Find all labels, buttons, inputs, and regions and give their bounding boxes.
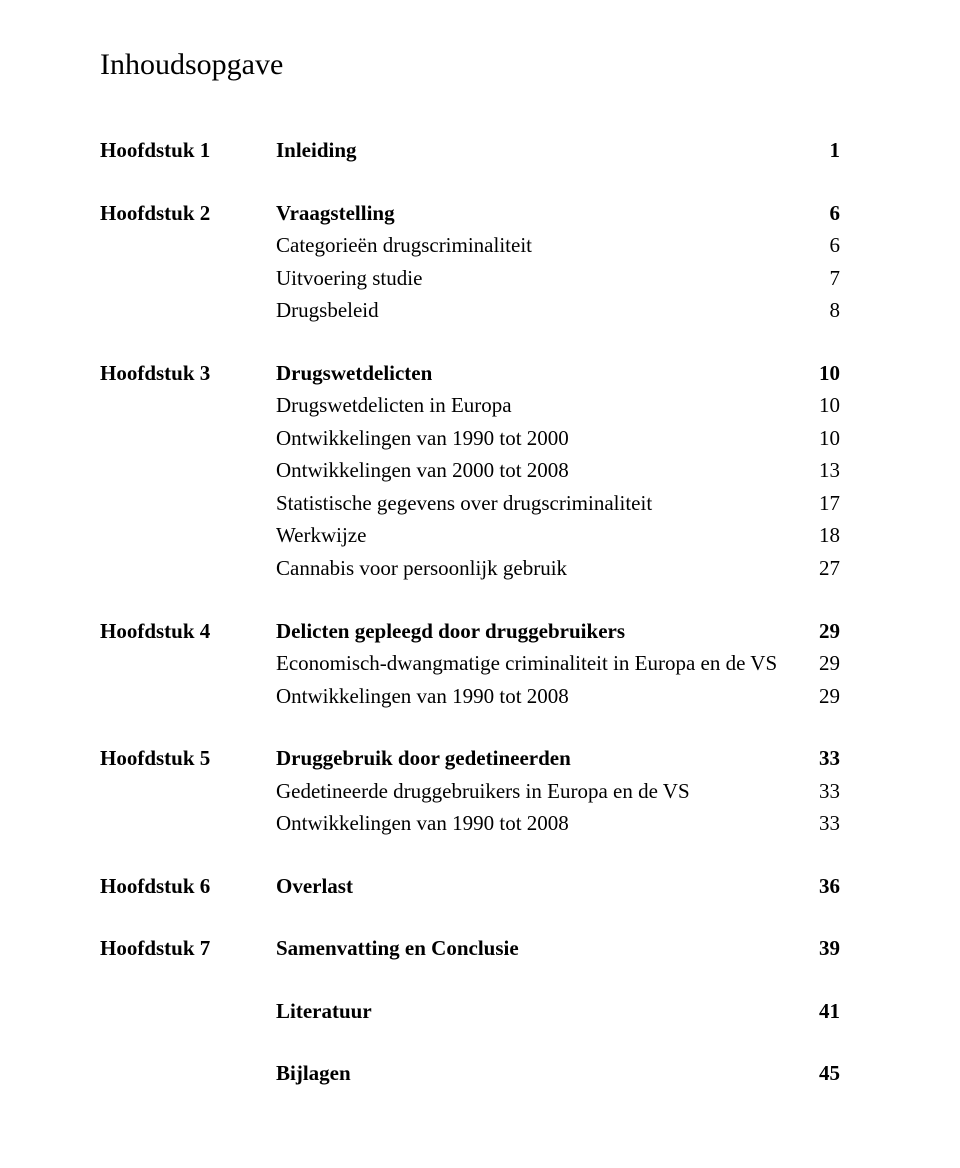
sub-row: Uitvoering studie7 [100, 262, 840, 295]
chapter-label: Hoofdstuk 5 [100, 742, 276, 775]
sub-page: 29 [792, 680, 840, 713]
chapter-page: 29 [792, 615, 840, 648]
trailing-page: 45 [792, 1057, 840, 1090]
sub-row: Categorieën drugscriminaliteit6 [100, 229, 840, 262]
chapter-block: Hoofdstuk 6Overlast36 [100, 870, 840, 903]
chapter-page: 1 [792, 134, 840, 167]
trailing-row: Literatuur41 [100, 995, 840, 1028]
sub-page: 10 [792, 389, 840, 422]
sub-text: Werkwijze [276, 519, 792, 552]
sub-row: Werkwijze18 [100, 519, 840, 552]
sub-row: Drugswetdelicten in Europa10 [100, 389, 840, 422]
chapter-heading-row: Hoofdstuk 7Samenvatting en Conclusie39 [100, 932, 840, 965]
chapter-heading-row: Hoofdstuk 5Druggebruik door gedetineerde… [100, 742, 840, 775]
sub-text: Cannabis voor persoonlijk gebruik [276, 552, 792, 585]
chapter-label: Hoofdstuk 6 [100, 870, 276, 903]
toc-body: Hoofdstuk 1Inleiding1 Hoofdstuk 2Vraagste… [100, 134, 840, 1090]
chapter-heading: Delicten gepleegd door druggebruikers [276, 615, 792, 648]
chapter-label: Hoofdstuk 4 [100, 615, 276, 648]
sub-row: Ontwikkelingen van 1990 tot 200833 [100, 807, 840, 840]
sub-page: 6 [792, 229, 840, 262]
trailing-row: Bijlagen45 [100, 1057, 840, 1090]
chapter-heading: Drugswetdelicten [276, 357, 792, 390]
chapter-heading: Vraagstelling [276, 197, 792, 230]
toc-page: Inhoudsopgave Hoofdstuk 1Inleiding1Hoofd… [0, 0, 960, 1168]
sub-page: 13 [792, 454, 840, 487]
chapter-label: Hoofdstuk 3 [100, 357, 276, 390]
sub-text: Ontwikkelingen van 1990 tot 2008 [276, 807, 792, 840]
chapter-page: 10 [792, 357, 840, 390]
sub-row: Gedetineerde druggebruikers in Europa en… [100, 775, 840, 808]
chapter-heading-row: Hoofdstuk 3Drugswetdelicten10 [100, 357, 840, 390]
chapter-block: Hoofdstuk 1Inleiding1 [100, 134, 840, 167]
sub-page: 29 [792, 647, 840, 680]
chapter-label: Hoofdstuk 1 [100, 134, 276, 167]
trailing-page: 41 [792, 995, 840, 1028]
sub-page: 33 [792, 807, 840, 840]
sub-page: 7 [792, 262, 840, 295]
sub-row: Ontwikkelingen van 1990 tot 200829 [100, 680, 840, 713]
chapter-heading-row: Hoofdstuk 4Delicten gepleegd door drugge… [100, 615, 840, 648]
chapter-block: Hoofdstuk 4Delicten gepleegd door drugge… [100, 615, 840, 713]
chapter-heading: Overlast [276, 870, 792, 903]
chapter-page: 6 [792, 197, 840, 230]
trailing-text: Literatuur [276, 995, 792, 1028]
page-title: Inhoudsopgave [100, 48, 840, 82]
chapter-heading: Druggebruik door gedetineerden [276, 742, 792, 775]
sub-page: 18 [792, 519, 840, 552]
sub-text: Ontwikkelingen van 1990 tot 2000 [276, 422, 792, 455]
sub-page: 27 [792, 552, 840, 585]
chapter-heading-row: Hoofdstuk 6Overlast36 [100, 870, 840, 903]
chapter-block: Hoofdstuk 7Samenvatting en Conclusie39 [100, 932, 840, 965]
sub-page: 17 [792, 487, 840, 520]
trailing-text: Bijlagen [276, 1057, 792, 1090]
sub-text: Categorieën drugscriminaliteit [276, 229, 792, 262]
chapter-heading: Inleiding [276, 134, 792, 167]
chapter-heading-row: Hoofdstuk 1Inleiding1 [100, 134, 840, 167]
sub-text: Drugsbeleid [276, 294, 792, 327]
chapter-heading-row: Hoofdstuk 2Vraagstelling6 [100, 197, 840, 230]
chapter-label: Hoofdstuk 7 [100, 932, 276, 965]
sub-text: Uitvoering studie [276, 262, 792, 295]
chapter-block: Hoofdstuk 5Druggebruik door gedetineerde… [100, 742, 840, 840]
chapter-block: Hoofdstuk 2Vraagstelling6Categorieën dru… [100, 197, 840, 327]
sub-text: Gedetineerde druggebruikers in Europa en… [276, 775, 792, 808]
sub-row: Drugsbeleid8 [100, 294, 840, 327]
trailing-block: Literatuur41 [100, 995, 840, 1028]
sub-text: Ontwikkelingen van 1990 tot 2008 [276, 680, 792, 713]
sub-row: Ontwikkelingen van 1990 tot 200010 [100, 422, 840, 455]
sub-text: Statistische gegevens over drugscriminal… [276, 487, 792, 520]
chapter-page: 33 [792, 742, 840, 775]
sub-row: Ontwikkelingen van 2000 tot 200813 [100, 454, 840, 487]
sub-page: 10 [792, 422, 840, 455]
chapter-page: 36 [792, 870, 840, 903]
chapter-heading: Samenvatting en Conclusie [276, 932, 792, 965]
sub-row: Cannabis voor persoonlijk gebruik27 [100, 552, 840, 585]
trailing-block: Bijlagen45 [100, 1057, 840, 1090]
sub-row: Economisch-dwangmatige criminaliteit in … [100, 647, 840, 680]
sub-page: 33 [792, 775, 840, 808]
chapter-page: 39 [792, 932, 840, 965]
sub-text: Economisch-dwangmatige criminaliteit in … [276, 647, 792, 680]
chapter-block: Hoofdstuk 3Drugswetdelicten10Drugswetdel… [100, 357, 840, 585]
sub-page: 8 [792, 294, 840, 327]
chapter-label: Hoofdstuk 2 [100, 197, 276, 230]
sub-text: Ontwikkelingen van 2000 tot 2008 [276, 454, 792, 487]
sub-text: Drugswetdelicten in Europa [276, 389, 792, 422]
sub-row: Statistische gegevens over drugscriminal… [100, 487, 840, 520]
